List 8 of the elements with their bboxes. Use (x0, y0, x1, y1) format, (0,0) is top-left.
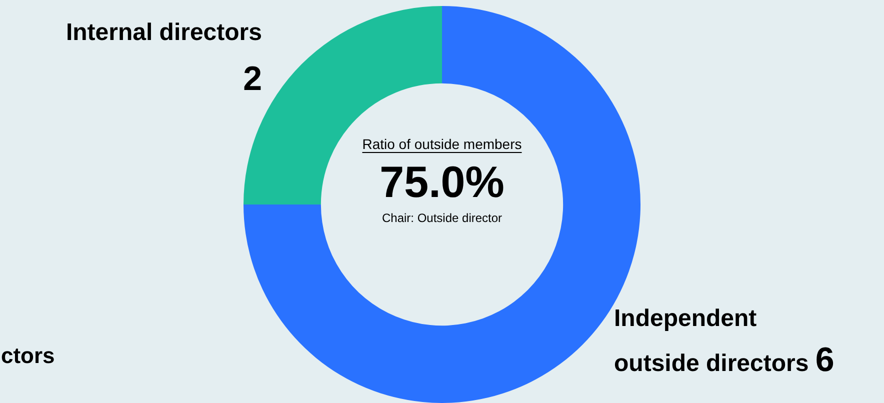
data-label: 2 (243, 60, 262, 98)
text: Chair: Outside director (382, 211, 502, 225)
text: Ratio of outside members (362, 136, 522, 152)
slice-label: Independent outside directors (614, 305, 816, 377)
text: 75.0% (380, 158, 504, 207)
data-label: 6 (815, 341, 834, 379)
slice-label: Internal directors (66, 19, 262, 46)
text: ctors (1, 343, 55, 368)
